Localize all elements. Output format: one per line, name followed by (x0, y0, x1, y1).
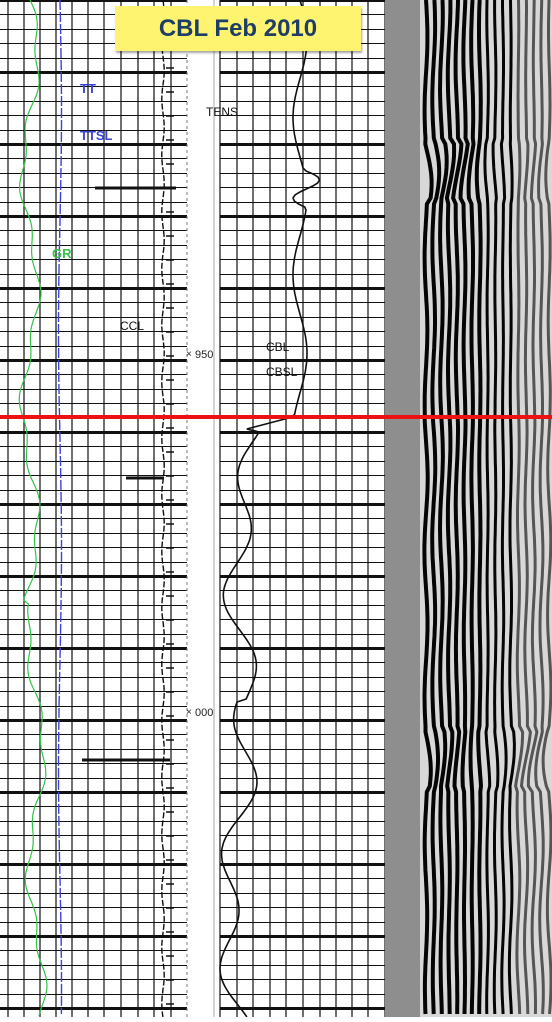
title-banner: CBL Feb 2010 (115, 6, 361, 51)
vdl-stripe (499, 0, 508, 1015)
label-ccl: CCL (120, 319, 144, 333)
cbl-curve (219, 0, 321, 1018)
gr-curve (18, 0, 48, 1017)
vdl-stripe (451, 0, 464, 1014)
depth-label-1000: 000 (195, 707, 213, 719)
tt-curve (57, 0, 63, 1014)
depth-tick-mark: × (186, 349, 192, 360)
vdl-stripe (491, 0, 500, 1015)
vdl-stripe (534, 0, 545, 1015)
label-tens: TENS (206, 105, 238, 119)
vdl-stripe (422, 0, 434, 1015)
vdl-stripe (541, 0, 552, 1015)
label-cbsl: CBSL (266, 365, 298, 379)
vdl-stripe (430, 0, 442, 1015)
ccl-curve (161, 0, 165, 1018)
vdl-stripe (483, 0, 492, 1015)
vdl-stripe (514, 0, 525, 1015)
vdl-stripe (507, 0, 516, 1015)
vdl-stripe (444, 0, 457, 1015)
track-1-grid (0, 0, 187, 1017)
vdl-left-band (385, 0, 420, 1017)
label-cbl: CBL (266, 340, 290, 354)
vdl-stripe (437, 0, 449, 1015)
vdl-stripe (474, 0, 484, 1014)
track-3-grid (219, 0, 386, 1017)
vdl-stripe (458, 0, 470, 1015)
log-curves (18, 0, 321, 1018)
vdl-stripe (526, 0, 539, 1015)
vdl-waveform-track (420, 0, 552, 1017)
label-tt: TT (80, 81, 96, 96)
vdl-stripe (466, 0, 476, 1015)
label-ttsl: TTSL (80, 128, 113, 143)
vdl-stripe (519, 0, 532, 1015)
depth-label-950: 950 (195, 349, 213, 361)
depth-tick-mark: × (186, 707, 192, 718)
label-gr: GR (52, 246, 72, 261)
page-title: CBL Feb 2010 (158, 14, 318, 42)
